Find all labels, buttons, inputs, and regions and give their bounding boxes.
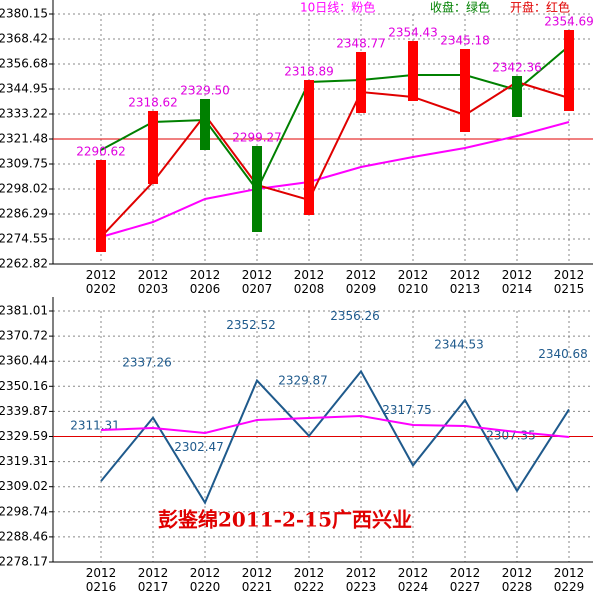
y-tick-label: 2370.72: [0, 329, 48, 343]
y-tick-label: 2350.16: [0, 379, 48, 393]
x-tick-label: 2012 0217: [137, 566, 169, 593]
y-tick-label: 2381.01: [0, 304, 48, 318]
candle: [304, 80, 314, 215]
x-tick-label: 2012 0203: [137, 268, 169, 296]
point-label: 2354.43: [388, 25, 438, 39]
x-tick-label: 2012 0229: [553, 566, 585, 593]
data-label: 2344.53: [434, 338, 484, 352]
x-tick-label: 2012 0222: [293, 566, 325, 593]
y-tick-label: 2309.02: [0, 479, 48, 493]
y-tick-label: 2262.82: [0, 257, 48, 271]
y-tick-label: 2333.22: [0, 106, 48, 120]
legend-label: 开盘：红色: [510, 0, 570, 15]
candle: [252, 145, 262, 232]
x-tick-label: 2012 0228: [501, 566, 533, 593]
x-tick-label: 2012 0224: [397, 566, 429, 593]
y-tick-label: 2344.95: [0, 82, 48, 96]
y-tick-label: 2298.74: [0, 504, 48, 518]
y-tick-label: 2309.75: [0, 157, 48, 171]
data-label: 2317.75: [382, 403, 432, 417]
point-label: 2290.62: [76, 144, 126, 158]
y-tick-label: 2368.42: [0, 31, 48, 45]
y-tick-label: 2321.48: [0, 132, 48, 146]
x-tick-label: 2012 0216: [85, 566, 117, 593]
y-tick-label: 2278.17: [0, 555, 48, 569]
x-tick-label: 2012 0207: [241, 268, 273, 296]
series-line: [100, 121, 570, 238]
data-label: 2356.26: [330, 309, 380, 323]
candle: [460, 49, 470, 133]
point-label: 2318.62: [128, 95, 178, 109]
legend-label: 收盘：绿色: [430, 0, 490, 15]
series-line: [100, 369, 570, 505]
x-tick-label: 2012 0220: [189, 566, 221, 593]
point-label: 2348.77: [336, 36, 386, 50]
data-label: 2302.47: [174, 440, 224, 454]
point-label: 2329.50: [180, 83, 230, 97]
legend-label: 10日线：粉色: [300, 1, 375, 15]
candle: [200, 98, 210, 151]
y-tick-label: 2319.31: [0, 454, 48, 468]
y-tick-label: 2360.44: [0, 354, 48, 368]
y-tick-label: 2288.46: [0, 529, 48, 543]
candle: [148, 110, 158, 184]
y-tick-label: 2356.68: [0, 57, 48, 71]
series-line: [100, 45, 570, 192]
x-tick-label: 2012 0209: [345, 268, 377, 296]
x-tick-label: 2012 0227: [449, 566, 481, 593]
data-label: 2352.52: [226, 318, 276, 332]
x-tick-label: 2012 0215: [553, 268, 585, 296]
y-tick-label: 2298.02: [0, 181, 48, 195]
candle: [356, 51, 366, 113]
x-tick-label: 2012 0213: [449, 268, 481, 296]
x-tick-label: 2012 0202: [85, 268, 117, 296]
candle: [96, 159, 106, 253]
series-line: [100, 414, 570, 438]
x-tick-label: 2012 0208: [293, 268, 325, 296]
annotation: 彭鉴绵2011-2-15广西兴业: [158, 508, 412, 532]
y-tick-label: 2286.29: [0, 206, 48, 220]
x-tick-label: 2012 0221: [241, 566, 273, 593]
data-label: 2337.26: [122, 355, 172, 369]
x-tick-label: 2012 0210: [397, 268, 429, 296]
point-label: 2342.36: [492, 61, 542, 75]
point-label: 2345.18: [440, 34, 490, 48]
point-label: 2299.27: [232, 130, 282, 144]
y-tick-label: 2339.87: [0, 404, 48, 418]
point-label: 2354.69: [544, 15, 593, 29]
y-tick-label: 2380.15: [0, 7, 48, 21]
x-tick-label: 2012 0223: [345, 566, 377, 593]
data-label: 2329.87: [278, 373, 328, 387]
series-line: [100, 80, 570, 238]
y-tick-label: 2329.59: [0, 429, 48, 443]
x-tick-label: 2012 0206: [189, 268, 221, 296]
y-tick-label: 2274.55: [0, 232, 48, 246]
x-tick-label: 2012 0214: [501, 268, 533, 296]
candle: [512, 76, 522, 118]
candle: [564, 30, 574, 111]
point-label: 2318.89: [284, 65, 334, 79]
candle: [408, 40, 418, 101]
data-label: 2340.68: [538, 347, 588, 361]
